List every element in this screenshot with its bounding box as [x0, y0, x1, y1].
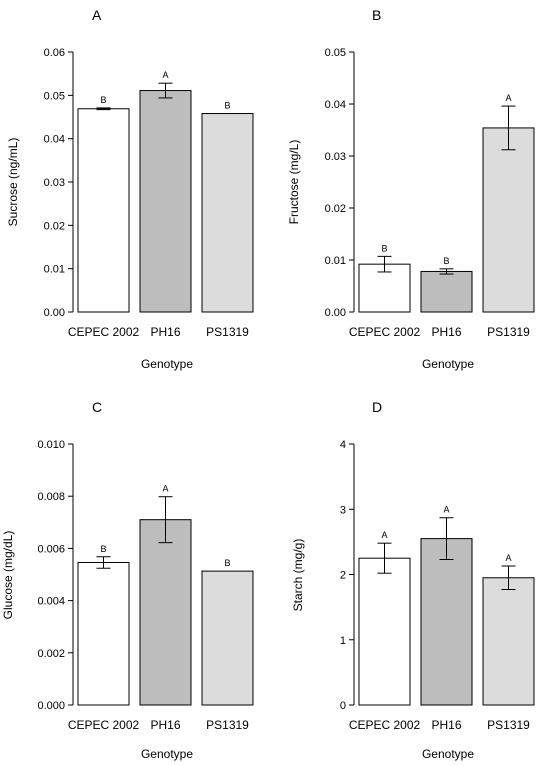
panel-b-y-tick-label: 0.03: [325, 151, 346, 163]
panel-a-category-label: CEPEC 2002: [68, 325, 140, 339]
panel-d-significance-letter: A: [443, 505, 449, 515]
panel-c-plot: 0.000 0.002 0.004 0.006 0.008 0.010 B CEPEC 200…: [37, 439, 254, 732]
panel-c-xlabel: Genotype: [141, 747, 193, 761]
panel-a-bar: [139, 90, 192, 313]
panel-b-significance-letter: A: [505, 93, 511, 103]
panel-c-significance-letter: A: [162, 484, 168, 494]
panel-a-plot: 0.00 0.01 0.02 0.03 0.04 0.05 0.06 B CEPEC 2002 A…: [44, 47, 254, 339]
panel-a-y-tick-label: 0.00: [44, 307, 65, 319]
panel-b-plot: 0.00 0.01 0.02 0.03 0.04 0.05 B CEPEC 2002 B PH16…: [325, 47, 535, 339]
panel-a-significance-letter: B: [100, 95, 106, 105]
panel-a: A Sucrose (ng/mL) Genotype 0.000.010.020…: [6, 7, 254, 371]
panel-c-category-label: CEPEC 2002: [68, 718, 140, 732]
panel-a-bar: [201, 113, 254, 313]
panel-a-significance-letter: A: [162, 70, 168, 80]
panel-c-y-tick-label: 0.000: [37, 700, 65, 712]
panel-d-category-label: CEPEC 2002: [349, 718, 421, 732]
panel-d-category-label: PH16: [431, 718, 461, 732]
panel-b-category-label: CEPEC 2002: [349, 325, 421, 339]
panel-d-bar: [358, 557, 411, 706]
panel-b-significance-letter: B: [381, 243, 387, 253]
panel-c: C Glucose (mg/dL) Genotype 0.0000.0020.0…: [1, 399, 254, 761]
panel-b-ylabel: Fructose (mg/L): [287, 140, 301, 225]
panel-d-y-tick-label: 2: [340, 570, 346, 582]
panel-c-y-tick-label: 0.004: [37, 596, 65, 608]
panel-a-xlabel: Genotype: [141, 357, 193, 371]
panel-d-bar: [482, 577, 535, 706]
panel-d-letter: D: [372, 399, 382, 415]
panel-b-xlabel: Genotype: [422, 357, 474, 371]
panel-c-bar: [77, 561, 130, 706]
panel-c-ylabel: Glucose (mg/dL): [1, 531, 15, 620]
panel-d-y-tick-label: 0: [340, 700, 346, 712]
panel-d-significance-letter: A: [505, 553, 511, 563]
panel-d-category-label: PS1319: [487, 718, 530, 732]
panel-a-y-tick-label: 0.01: [44, 264, 65, 276]
panel-c-significance-letter: B: [224, 558, 230, 568]
panel-c-bar: [201, 570, 254, 706]
panel-b-significance-letter: B: [443, 256, 449, 266]
panel-a-y-tick-label: 0.04: [44, 134, 65, 146]
panel-b-letter: B: [372, 7, 381, 23]
panel-d-xlabel: Genotype: [422, 747, 474, 761]
panel-c-category-label: PH16: [150, 718, 180, 732]
panel-d-y-tick-label: 4: [340, 439, 346, 451]
panel-a-category-label: PS1319: [206, 325, 249, 339]
panel-d-bar: [420, 538, 473, 706]
panel-b-y-tick-label: 0.00: [325, 307, 346, 319]
panel-a-significance-letter: B: [224, 101, 230, 111]
panel-b: B Fructose (mg/L) Genotype 0.000.010.020…: [287, 7, 535, 371]
panel-b-y-tick-label: 0.01: [325, 255, 346, 267]
panel-d: D Starch (mg/g) Genotype 0 1 2 3 4 A CEPEC 200…: [291, 399, 535, 761]
panel-c-y-tick-label: 0.002: [37, 648, 65, 660]
panel-c-bar: [139, 519, 192, 706]
panel-c-y-tick-label: 0.010: [37, 439, 65, 451]
panel-b-y-tick-label: 0.05: [325, 47, 346, 59]
panel-c-significance-letter: B: [100, 544, 106, 554]
panel-c-letter: C: [92, 399, 102, 415]
panel-d-y-tick-label: 1: [340, 635, 346, 647]
panel-d-y-tick-label: 3: [340, 504, 346, 516]
panel-d-significance-letter: A: [381, 530, 387, 540]
panel-a-y-tick-label: 0.03: [44, 177, 65, 189]
panel-b-y-tick-label: 0.04: [325, 99, 346, 111]
panel-c-category-label: PS1319: [206, 718, 249, 732]
panel-a-bar: [77, 108, 130, 313]
panel-b-bar: [482, 127, 535, 313]
panel-c-y-tick-label: 0.006: [37, 543, 65, 555]
panel-b-category-label: PS1319: [487, 325, 530, 339]
panel-a-y-tick-label: 0.05: [44, 90, 65, 102]
panel-a-letter: A: [92, 7, 102, 23]
panel-a-y-tick-label: 0.06: [44, 47, 65, 59]
panel-a-ylabel: Sucrose (ng/mL): [6, 138, 20, 227]
panel-d-ylabel: Starch (mg/g): [291, 539, 305, 612]
panel-a-category-label: PH16: [150, 325, 180, 339]
panel-b-bar: [420, 270, 473, 313]
panel-d-plot: 0 1 2 3 4 A CEPEC 2002 A PH16 A PS1319: [340, 439, 535, 732]
panel-b-category-label: PH16: [431, 325, 461, 339]
panel-a-y-tick-label: 0.02: [44, 220, 65, 232]
panel-c-y-tick-label: 0.008: [37, 491, 65, 503]
panel-b-y-tick-label: 0.02: [325, 203, 346, 215]
